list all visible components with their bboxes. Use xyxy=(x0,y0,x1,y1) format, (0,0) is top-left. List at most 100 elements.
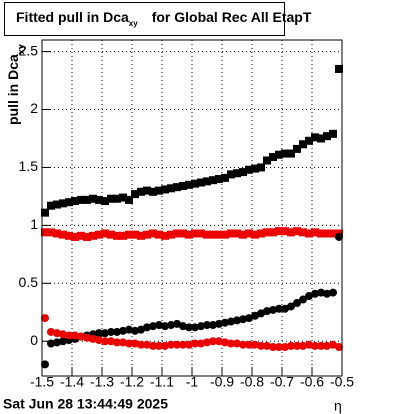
square-marker xyxy=(317,134,325,143)
square-marker xyxy=(227,170,235,179)
circle-marker xyxy=(155,341,163,350)
square-marker xyxy=(257,163,265,172)
square-marker xyxy=(215,230,223,239)
y-tick-label: 1.5 xyxy=(19,158,39,174)
square-marker xyxy=(233,169,241,178)
x-tick-label: -0.7 xyxy=(270,374,294,390)
square-marker xyxy=(149,187,157,196)
square-marker xyxy=(221,230,229,239)
square-marker xyxy=(323,132,331,141)
circle-marker xyxy=(215,319,223,328)
y-label-main: pull in Dca xyxy=(5,54,21,125)
square-marker xyxy=(179,229,187,238)
square-marker xyxy=(215,175,223,184)
circle-marker xyxy=(239,315,247,324)
circle-marker xyxy=(167,321,175,330)
circle-marker xyxy=(257,309,265,318)
circle-marker xyxy=(149,322,157,331)
square-marker xyxy=(239,230,247,239)
square-marker xyxy=(131,190,139,199)
circle-marker xyxy=(209,337,217,346)
circle-marker xyxy=(275,343,283,352)
circle-marker xyxy=(161,341,169,350)
y-tick-label: 0 xyxy=(30,332,38,348)
square-marker xyxy=(89,194,97,203)
circle-marker xyxy=(257,341,265,350)
y-tick-label: 1 xyxy=(30,216,38,232)
timestamp: Sat Jun 28 13:44:49 2025 xyxy=(3,396,168,412)
circle-marker xyxy=(101,337,109,346)
square-marker xyxy=(59,199,67,208)
circle-marker xyxy=(107,327,115,336)
circle-marker xyxy=(131,326,139,335)
circle-marker xyxy=(221,338,229,347)
circle-marker xyxy=(227,317,235,326)
square-marker xyxy=(263,228,271,237)
circle-marker xyxy=(203,338,211,347)
circle-marker xyxy=(113,327,121,336)
square-marker xyxy=(155,230,163,239)
circle-marker xyxy=(299,341,307,350)
circle-marker xyxy=(245,340,253,349)
circle-marker xyxy=(149,341,157,350)
circle-marker xyxy=(83,333,91,342)
circle-marker xyxy=(191,323,199,332)
circle-marker xyxy=(239,340,247,349)
square-marker xyxy=(335,64,343,73)
square-marker xyxy=(143,230,151,239)
square-marker xyxy=(161,185,169,194)
x-tick-label: -1.1 xyxy=(150,374,174,390)
x-tick-label: -1.3 xyxy=(90,374,114,390)
circle-marker xyxy=(53,329,61,338)
title-box xyxy=(4,2,285,36)
circle-marker xyxy=(299,295,307,304)
circle-marker xyxy=(191,339,199,348)
square-marker xyxy=(311,133,319,142)
square-marker xyxy=(47,201,55,210)
square-marker xyxy=(41,228,49,237)
circle-marker xyxy=(173,319,181,328)
x-tick-label: -1 xyxy=(186,374,199,390)
circle-marker xyxy=(173,340,181,349)
square-marker xyxy=(143,186,151,195)
circle-marker xyxy=(41,314,49,323)
y-tick-label: 0.5 xyxy=(19,274,39,290)
square-marker xyxy=(155,186,163,195)
x-tick-label: -0.8 xyxy=(240,374,264,390)
y-axis-label: pull in Dcaxy xyxy=(5,44,27,125)
square-marker xyxy=(221,173,229,182)
circle-marker xyxy=(53,338,61,347)
square-marker xyxy=(179,181,187,190)
square-marker xyxy=(233,229,241,238)
y-label-sub: xy xyxy=(16,44,26,54)
circle-marker xyxy=(197,322,205,331)
square-marker xyxy=(191,229,199,238)
circle-marker xyxy=(65,331,73,340)
circle-marker xyxy=(329,288,337,297)
circle-marker xyxy=(245,314,253,323)
circle-marker xyxy=(167,340,175,349)
circle-marker xyxy=(317,288,325,297)
square-marker xyxy=(287,228,295,237)
square-marker xyxy=(251,230,259,239)
circle-marker xyxy=(305,292,313,301)
square-marker xyxy=(299,140,307,149)
x-tick-label: -1.2 xyxy=(120,374,144,390)
square-marker xyxy=(323,229,331,238)
square-marker xyxy=(173,183,181,192)
square-marker xyxy=(281,227,289,236)
square-marker xyxy=(149,229,157,238)
circle-marker xyxy=(323,341,331,350)
circle-marker xyxy=(311,289,319,298)
square-marker xyxy=(95,230,103,239)
square-marker xyxy=(287,149,295,158)
circle-marker xyxy=(95,329,103,338)
circle-marker xyxy=(227,339,235,348)
circle-marker xyxy=(47,327,55,336)
square-marker xyxy=(305,229,313,238)
square-marker xyxy=(101,229,109,238)
circle-marker xyxy=(251,311,259,320)
square-marker xyxy=(281,149,289,158)
title-main: Fitted pull in Dca xyxy=(16,9,129,25)
